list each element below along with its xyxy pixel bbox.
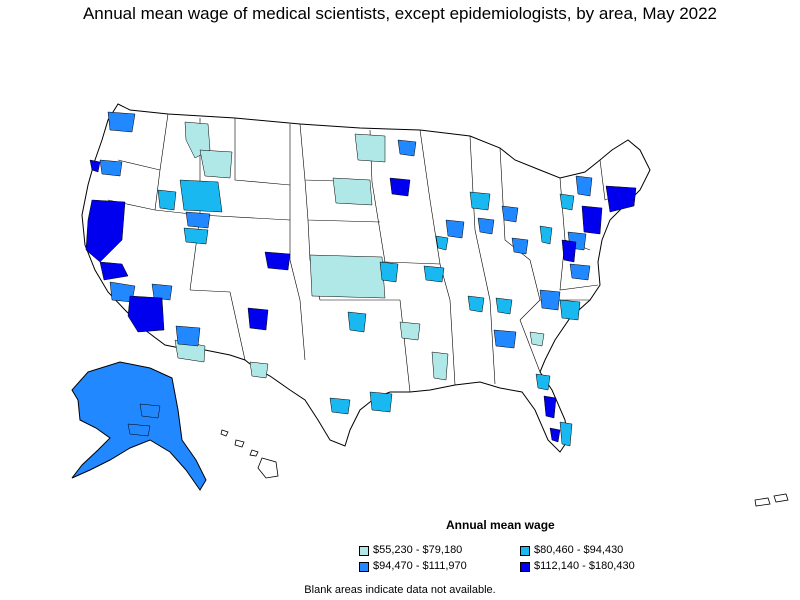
alaska-subregions	[127, 403, 161, 437]
tier-4-regions	[85, 159, 637, 443]
legend-swatch	[359, 546, 369, 556]
hawaii-islands	[220, 429, 279, 479]
tier-1-regions	[174, 121, 545, 381]
legend-label: $80,460 - $94,430	[534, 544, 624, 556]
state-boundaries	[107, 113, 631, 393]
legend-swatch	[359, 562, 369, 572]
legend-swatch	[520, 546, 530, 556]
legend-swatch	[520, 562, 530, 572]
legend-title: Annual mean wage	[446, 518, 555, 532]
map-legend: Annual mean wage $55,230 - $79,180 $80,4…	[350, 516, 680, 576]
tier-3-regions	[99, 111, 593, 349]
map-title: Annual mean wage of medical scientists, …	[82, 4, 718, 23]
legend-label: $112,140 - $180,430	[534, 560, 635, 572]
territory-islands	[754, 493, 789, 507]
legend-label: $94,470 - $111,970	[373, 560, 467, 572]
footnote: Blank areas indicate data not available.	[304, 584, 496, 596]
legend-label: $55,230 - $79,180	[373, 544, 463, 556]
tier-2-regions	[157, 179, 581, 447]
